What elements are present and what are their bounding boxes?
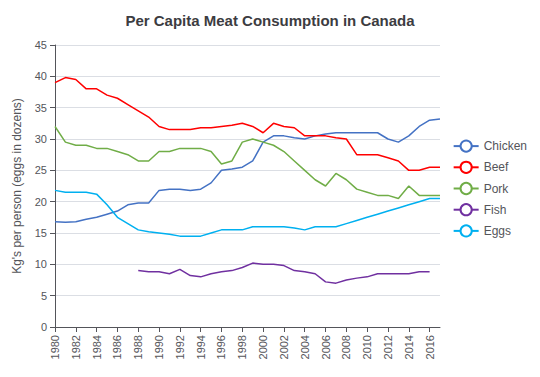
svg-text:1984: 1984	[91, 335, 103, 359]
svg-text:Beef: Beef	[484, 160, 509, 174]
svg-text:Eggs: Eggs	[484, 224, 511, 238]
svg-text:2010: 2010	[361, 335, 373, 359]
svg-text:40: 40	[35, 70, 47, 82]
svg-text:Chicken: Chicken	[484, 139, 527, 153]
svg-text:Pork: Pork	[484, 182, 510, 196]
svg-text:0: 0	[41, 321, 47, 333]
svg-text:1986: 1986	[111, 335, 123, 359]
svg-text:2000: 2000	[257, 335, 269, 359]
svg-text:5: 5	[41, 290, 47, 302]
svg-text:2004: 2004	[299, 335, 311, 359]
svg-text:1996: 1996	[215, 335, 227, 359]
svg-text:Fish: Fish	[484, 203, 507, 217]
svg-text:30: 30	[35, 133, 47, 145]
svg-text:1994: 1994	[195, 335, 207, 359]
svg-text:1982: 1982	[70, 335, 82, 359]
svg-text:35: 35	[35, 102, 47, 114]
svg-text:2008: 2008	[340, 335, 352, 359]
svg-text:20: 20	[35, 196, 47, 208]
svg-text:2014: 2014	[403, 335, 415, 359]
svg-text:25: 25	[35, 164, 47, 176]
svg-text:1980: 1980	[49, 335, 61, 359]
svg-text:2006: 2006	[320, 335, 332, 359]
svg-text:15: 15	[35, 227, 47, 239]
svg-text:1990: 1990	[153, 335, 165, 359]
svg-text:1988: 1988	[132, 335, 144, 359]
svg-text:10: 10	[35, 258, 47, 270]
svg-text:45: 45	[35, 39, 47, 51]
svg-text:1998: 1998	[236, 335, 248, 359]
svg-text:Per Capita Meat Consumption in: Per Capita Meat Consumption in Canada	[125, 12, 415, 29]
svg-text:2012: 2012	[382, 335, 394, 359]
svg-text:Kg's per person (eggs in dozen: Kg's per person (eggs in dozens)	[10, 98, 24, 274]
svg-text:2002: 2002	[278, 335, 290, 359]
svg-text:2016: 2016	[424, 335, 436, 359]
svg-text:1992: 1992	[174, 335, 186, 359]
